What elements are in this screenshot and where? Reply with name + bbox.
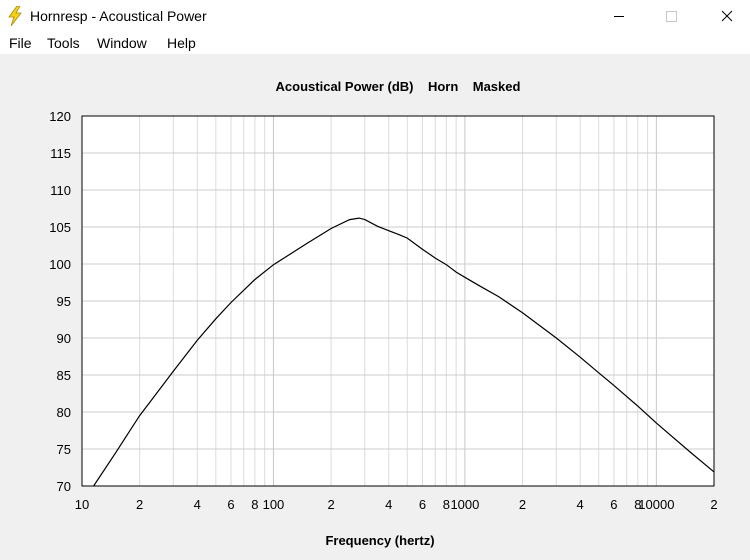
close-button[interactable] [704, 0, 750, 32]
menu-help[interactable]: Help [167, 35, 196, 51]
y-tick-label: 110 [50, 183, 71, 198]
x-tick-label: 2 [136, 497, 143, 512]
x-tick-label: 10000 [638, 497, 674, 512]
x-tick-label: 8 [251, 497, 258, 512]
x-tick-label: 2 [327, 497, 334, 512]
x-tick-label: 8 [634, 497, 641, 512]
minimize-icon [614, 16, 624, 17]
maximize-button[interactable] [648, 0, 694, 32]
y-tick-label: 100 [49, 257, 71, 272]
window-title: Hornresp - Acoustical Power [30, 8, 207, 24]
y-tick-label: 70 [57, 479, 71, 494]
menu-window[interactable]: Window [97, 35, 147, 51]
lightning-bolt-icon [8, 6, 22, 26]
x-tick-label: 6 [419, 497, 426, 512]
y-tick-label: 85 [57, 368, 71, 383]
plot-area: Acoustical Power (dB) Horn Masked 120 115 1… [0, 54, 750, 555]
x-axis-label: Frequency (hertz) [325, 533, 434, 548]
x-tick-label: 1000 [450, 497, 479, 512]
chart-title: Acoustical Power (dB) Horn Masked [276, 79, 521, 94]
menu-tools[interactable]: Tools [47, 35, 80, 51]
x-tick-label: 10 [75, 497, 89, 512]
x-tick-label: 4 [194, 497, 201, 512]
close-icon [721, 10, 733, 22]
y-tick-label: 115 [50, 146, 71, 161]
maximize-icon [666, 11, 677, 22]
x-tick-label: 6 [227, 497, 234, 512]
x-tick-label: 4 [577, 497, 584, 512]
series-line [93, 217, 715, 487]
y-tick-label: 90 [57, 331, 71, 346]
x-tick-label: 2 [710, 497, 717, 512]
x-tick-label: 8 [443, 497, 450, 512]
y-tick-label: 105 [49, 220, 71, 235]
x-tick-label: 6 [610, 497, 617, 512]
minimize-button[interactable] [596, 0, 642, 32]
y-tick-label: 75 [57, 442, 71, 457]
plot-frame [81, 115, 715, 487]
x-tick-label: 100 [263, 497, 285, 512]
y-tick-label: 120 [49, 109, 71, 124]
title-bar: Hornresp - Acoustical Power [0, 0, 750, 32]
menu-file[interactable]: File [9, 35, 32, 51]
x-tick-label: 2 [519, 497, 526, 512]
menu-bar: File Tools Window Help [0, 32, 750, 54]
y-tick-label: 80 [57, 405, 71, 420]
y-tick-label: 95 [57, 294, 71, 309]
acoustical-power-chart: Acoustical Power (dB) Horn Masked 120 115 1… [49, 79, 717, 548]
x-tick-label: 4 [385, 497, 392, 512]
